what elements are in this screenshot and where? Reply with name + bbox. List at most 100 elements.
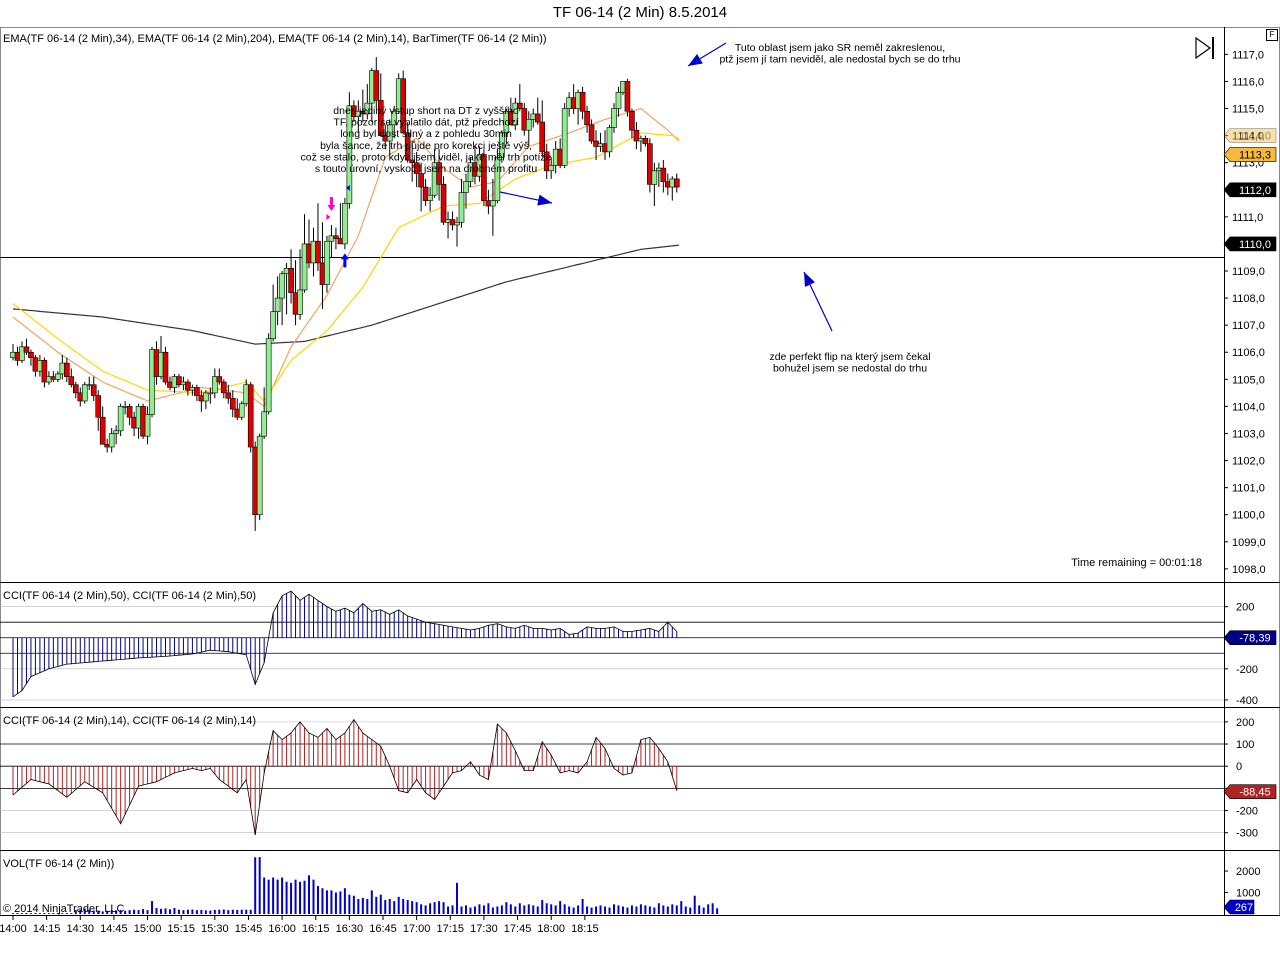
candle bbox=[261, 411, 267, 437]
candle bbox=[647, 143, 653, 185]
candle bbox=[642, 138, 649, 145]
candle bbox=[185, 381, 191, 391]
exit-marker-small bbox=[345, 184, 350, 191]
candle bbox=[265, 338, 272, 413]
candle bbox=[436, 162, 442, 185]
price-tag-shape bbox=[1223, 236, 1277, 252]
candle bbox=[386, 124, 393, 142]
candle bbox=[584, 110, 590, 126]
cci14-tick-label: 0 bbox=[1236, 761, 1242, 773]
price-tick-label: 1104,0 bbox=[1232, 401, 1265, 413]
x-tick-label: 15:45 bbox=[235, 923, 263, 935]
candle bbox=[220, 381, 227, 394]
x-tick-label: 16:00 bbox=[268, 923, 296, 935]
candle bbox=[458, 192, 465, 223]
price-tick-label: 1102,0 bbox=[1232, 456, 1265, 468]
cci50-value-tag bbox=[1223, 630, 1277, 646]
cci14-value-label: -88,45 bbox=[1239, 787, 1270, 799]
price-legend: EMA(TF 06-14 (2 Min),34), EMA(TF 06-14 (… bbox=[3, 33, 547, 45]
cci50-value-label: -78,39 bbox=[1239, 633, 1270, 645]
x-tick-label: 16:30 bbox=[336, 923, 364, 935]
candle bbox=[440, 184, 447, 223]
candle bbox=[427, 194, 433, 201]
x-tick-label: 15:00 bbox=[134, 923, 162, 935]
price-tick-label: 1103,0 bbox=[1232, 428, 1265, 440]
bar-timer: Time remaining = 00:01:18 bbox=[1071, 557, 1202, 569]
price-tick-label: 1109,0 bbox=[1232, 266, 1265, 278]
annotation-text: zde perfekt flip na který jsem čekal bbox=[769, 351, 930, 363]
x-tick-label: 14:15 bbox=[33, 923, 61, 935]
annotation-text: ptž jsem jí tam neviděl, ale nedostal by… bbox=[719, 54, 960, 66]
candle bbox=[481, 154, 487, 201]
candle bbox=[673, 178, 680, 188]
candle bbox=[288, 267, 294, 293]
entry-marker-small bbox=[326, 213, 331, 220]
candle bbox=[629, 110, 635, 131]
candle bbox=[534, 113, 541, 123]
candle bbox=[117, 406, 124, 432]
candle bbox=[301, 243, 308, 291]
x-tick-label: 17:45 bbox=[504, 923, 532, 935]
candle bbox=[373, 70, 380, 101]
candle bbox=[463, 181, 469, 193]
price-tag-label: 1114,0 bbox=[1239, 131, 1271, 143]
x-tick-label: 17:15 bbox=[437, 923, 465, 935]
candle bbox=[113, 430, 119, 434]
candle bbox=[512, 102, 519, 126]
cci14-value-tag bbox=[1223, 784, 1277, 799]
x-tick-label: 15:15 bbox=[167, 923, 195, 935]
price-tick-label: 1115,0 bbox=[1232, 104, 1264, 116]
annotation-text: long byl dost silný a z pohledu 30min bbox=[340, 128, 512, 140]
candle bbox=[633, 129, 640, 142]
annotation-text: což se stalo, proto když jsem viděl, jak… bbox=[301, 151, 552, 163]
price-tick-label: 1098,0 bbox=[1232, 564, 1266, 576]
cci14-line bbox=[12, 718, 678, 835]
price-tick-label: 1099,0 bbox=[1232, 537, 1266, 549]
price-tag: 1114,0 bbox=[1223, 128, 1277, 143]
candle bbox=[279, 273, 285, 299]
price-tag-shape bbox=[1223, 128, 1277, 143]
x-tick-label: 17:00 bbox=[403, 923, 431, 935]
candle bbox=[297, 289, 303, 315]
annotation-text: Tuto oblast jsem jako SR neměl zakreslen… bbox=[735, 42, 945, 54]
candle bbox=[229, 397, 236, 410]
corner-button[interactable]: F bbox=[1266, 29, 1278, 41]
price-tick-label: 1116,0 bbox=[1232, 76, 1264, 88]
price-tick-label: 1100,0 bbox=[1232, 510, 1265, 522]
candle bbox=[494, 156, 501, 201]
candle bbox=[517, 102, 523, 109]
candle bbox=[588, 124, 595, 142]
candle bbox=[274, 297, 281, 312]
candle bbox=[144, 414, 151, 437]
candle bbox=[364, 102, 371, 115]
candle bbox=[256, 435, 263, 516]
candle bbox=[490, 200, 496, 207]
price-tag: 1110,0 bbox=[1223, 236, 1277, 252]
price-tag-shape bbox=[1223, 182, 1277, 198]
price-tick-label: 1107,0 bbox=[1232, 320, 1265, 332]
x-tick-label: 15:30 bbox=[201, 923, 229, 935]
x-tick-label: 14:45 bbox=[100, 923, 128, 935]
candle bbox=[238, 403, 245, 418]
candle bbox=[108, 433, 115, 448]
price-tick-label: 1114,0 bbox=[1232, 131, 1264, 143]
x-tick-label: 16:15 bbox=[302, 923, 330, 935]
candle bbox=[342, 203, 348, 245]
candle bbox=[624, 81, 631, 112]
candle bbox=[651, 170, 658, 185]
candle bbox=[611, 108, 617, 128]
candle bbox=[346, 105, 353, 204]
candle bbox=[561, 108, 568, 166]
candle bbox=[216, 376, 223, 383]
candle bbox=[270, 311, 276, 340]
candle bbox=[72, 384, 79, 394]
volume-value-tag bbox=[1223, 899, 1255, 915]
candle bbox=[525, 119, 532, 131]
candle bbox=[28, 351, 34, 358]
candle bbox=[203, 392, 209, 402]
ema-line bbox=[12, 132, 680, 402]
price-tick-label: 1106,0 bbox=[1232, 347, 1265, 359]
annotation-arrowhead bbox=[804, 272, 815, 287]
price-tick-label: 1105,0 bbox=[1232, 374, 1265, 386]
